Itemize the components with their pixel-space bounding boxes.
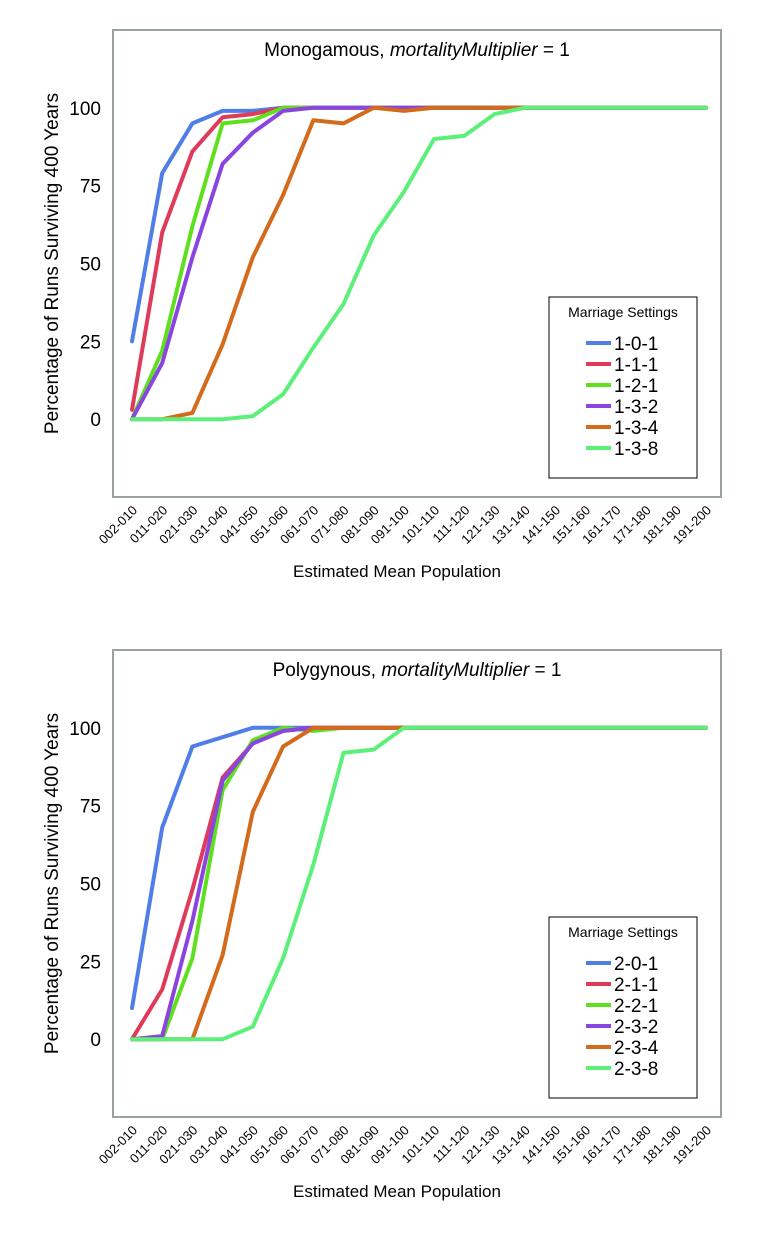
legend-label: 1-2-1 [614, 376, 658, 397]
legend-label: 2-3-2 [614, 1017, 658, 1038]
legend-box [548, 916, 698, 1099]
y-tick-label: 0 [90, 1030, 101, 1051]
legend-title: Marriage Settings [568, 924, 678, 940]
y-tick-label: 25 [80, 952, 101, 973]
y-tick-label: 50 [80, 255, 101, 276]
chart-svg: Polygynous, mortalityMultiplier = 1 0 25 50… [42, 649, 722, 1201]
legend-label: 1-3-8 [614, 439, 658, 460]
legend-label: 1-3-2 [614, 397, 658, 418]
y-tick-label: 0 [90, 410, 101, 431]
series-line-1-3-8 [130, 105, 708, 422]
polygynous-chart: Polygynous, mortalityMultiplier = 1 0 25 50… [0, 620, 758, 1233]
legend-label: 1-3-4 [614, 418, 659, 439]
y-tick-label: 75 [80, 797, 101, 818]
chart-title-suffix: = 1 [538, 40, 570, 61]
legend-label: 2-1-1 [614, 975, 658, 996]
legend-label: 2-2-1 [614, 996, 658, 1017]
chart-title: Polygynous, mortalityMultiplier = 1 [273, 660, 562, 681]
y-axis-title: Percentage of Runs Surviving 400 Years [42, 713, 63, 1054]
y-tick-label: 100 [69, 99, 101, 120]
x-axis-title: Estimated Mean Population [293, 562, 501, 581]
series-line-2-3-8 [130, 725, 708, 1042]
chart-title-prefix: Polygynous, [273, 660, 382, 681]
legend-label: 1-1-1 [614, 355, 658, 376]
legend-box [548, 296, 698, 479]
y-tick-label: 75 [80, 177, 101, 198]
monogamous-chart: Monogamous, mortalityMultiplier = 1 0 25 50… [0, 0, 758, 613]
legend-label: 1-0-1 [614, 334, 658, 355]
chart-title: Monogamous, mortalityMultiplier = 1 [264, 40, 570, 61]
legend-label: 2-3-4 [614, 1038, 659, 1059]
chart-title-italic: mortalityMultiplier [381, 660, 529, 681]
chart-svg: Monogamous, mortalityMultiplier = 1 0 25 50… [42, 29, 722, 581]
y-tick-label: 25 [80, 332, 101, 353]
y-axis-title: Percentage of Runs Surviving 400 Years [42, 93, 63, 434]
chart-title-prefix: Monogamous, [264, 40, 390, 61]
x-axis-title: Estimated Mean Population [293, 1182, 501, 1201]
legend-label: 2-0-1 [614, 954, 658, 975]
chart-title-suffix: = 1 [529, 660, 561, 681]
legend-label: 2-3-8 [614, 1059, 658, 1080]
legend-title: Marriage Settings [568, 304, 678, 320]
chart-title-italic: mortalityMultiplier [390, 40, 538, 61]
y-tick-label: 100 [69, 719, 101, 740]
y-tick-label: 50 [80, 875, 101, 896]
